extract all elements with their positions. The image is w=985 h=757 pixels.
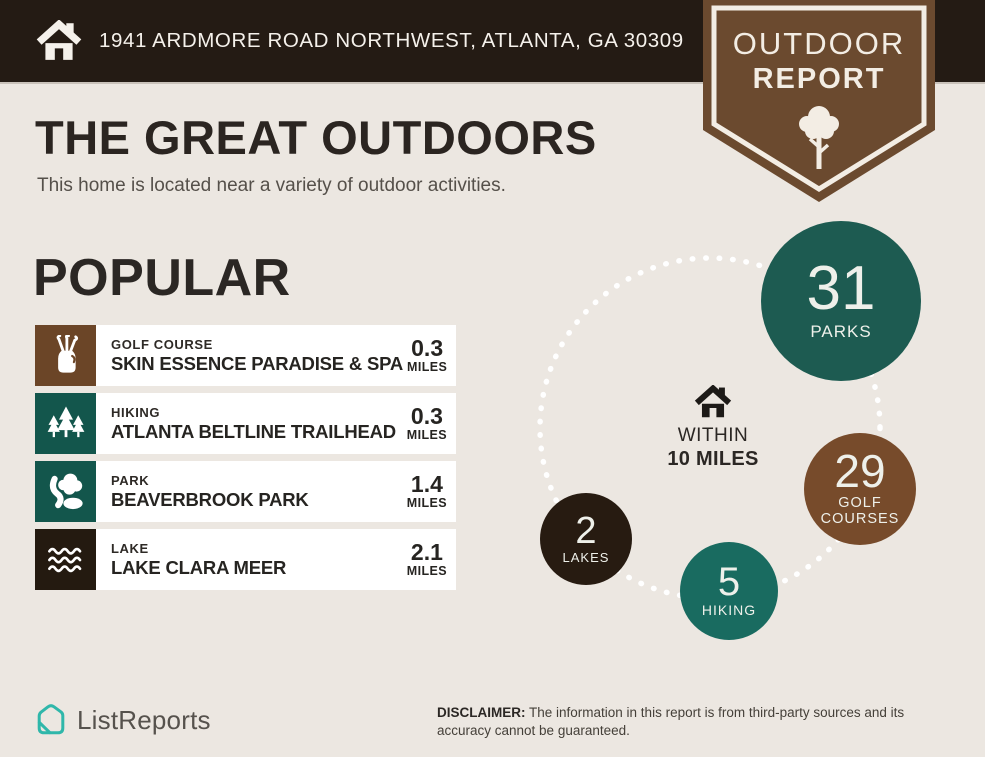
badge-title-line1: OUTDOOR [732, 26, 906, 61]
tree-icon [799, 106, 839, 169]
list-item-card: LAKE LAKE CLARA MEER 2.1 MILES [96, 529, 456, 590]
pennant-shape [703, 0, 935, 202]
golf-bag-icon [35, 325, 96, 386]
category-label: LAKE [111, 540, 149, 556]
popular-heading: POPULAR [33, 249, 291, 307]
golf-courses-count: 29 [834, 445, 886, 498]
park-icon [35, 461, 96, 522]
disclaimer: DISCLAIMER: The information in this repo… [437, 704, 955, 740]
place-name: BEAVERBROOK PARK [111, 488, 309, 510]
list-item: GOLF COURSE SKIN ESSENCE PARADISE & SPA … [35, 325, 457, 386]
distance-unit: MILES [406, 428, 447, 442]
distance-value: 0.3 [411, 335, 444, 361]
distance-unit: MILES [406, 496, 447, 510]
list-item-card: HIKING ATLANTA BELTLINE TRAILHEAD 0.3 MI… [96, 393, 456, 454]
distance-unit: MILES [407, 360, 448, 374]
listreports-logo: ListReports [33, 702, 211, 738]
popular-list: GOLF COURSE SKIN ESSENCE PARADISE & SPA … [35, 325, 457, 597]
brand-name: ListReports [77, 704, 211, 735]
list-item: HIKING ATLANTA BELTLINE TRAILHEAD 0.3 MI… [35, 393, 456, 454]
parks-count: 31 [806, 254, 876, 324]
hiking-count: 5 [717, 560, 741, 605]
pine-trees-icon [35, 393, 96, 454]
lakes-count: 2 [575, 509, 597, 552]
category-label: PARK [111, 472, 150, 488]
list-item: LAKE LAKE CLARA MEER 2.1 MILES [35, 529, 456, 590]
category-label: GOLF COURSE [111, 336, 213, 352]
place-name: LAKE CLARA MEER [111, 556, 287, 578]
miles-label: 10 MILES [667, 448, 759, 470]
distance-value: 1.4 [410, 471, 443, 497]
property-address: 1941 ARDMORE ROAD NORTHWEST, ATLANTA, GA… [99, 29, 684, 52]
hiking-bubble: 5 HIKING [680, 542, 778, 640]
within-label: WITHIN [677, 425, 749, 446]
outdoor-report-badge: OUTDOOR REPORT [703, 0, 935, 202]
home-icon [694, 385, 732, 418]
page-subtitle: This home is located near a variety of o… [37, 175, 506, 196]
list-item: PARK BEAVERBROOK PARK 1.4 MILES [35, 461, 456, 522]
parks-label: PARKS [810, 322, 872, 342]
distance-unit: MILES [406, 564, 447, 578]
lakes-bubble: 2 LAKES [540, 493, 632, 585]
lakes-label: LAKES [562, 549, 610, 565]
waves-icon [35, 529, 96, 590]
house-icon [36, 20, 82, 60]
disclaimer-label: DISCLAIMER: [437, 705, 526, 720]
golf-courses-label: GOLF COURSES [820, 494, 900, 527]
list-item-card: GOLF COURSE SKIN ESSENCE PARADISE & SPA … [96, 325, 457, 386]
badge-title-line2: REPORT [752, 63, 886, 95]
listreports-icon [37, 704, 65, 735]
page-title: THE GREAT OUTDOORS [35, 111, 597, 164]
radius-center: WITHIN 10 MILES [643, 385, 783, 471]
parks-bubble: 31 PARKS [761, 221, 921, 381]
place-name: ATLANTA BELTLINE TRAILHEAD [111, 420, 396, 442]
hiking-label: HIKING [701, 602, 757, 619]
distance-value: 0.3 [410, 403, 443, 429]
disclaimer-text: The information in this report is from t… [437, 705, 905, 739]
distance-value: 2.1 [410, 539, 443, 565]
category-label: HIKING [111, 404, 161, 420]
place-name: SKIN ESSENCE PARADISE & SPA [111, 352, 404, 374]
list-item-card: PARK BEAVERBROOK PARK 1.4 MILES [96, 461, 456, 522]
golf-courses-bubble: 29 GOLF COURSES [804, 433, 916, 545]
